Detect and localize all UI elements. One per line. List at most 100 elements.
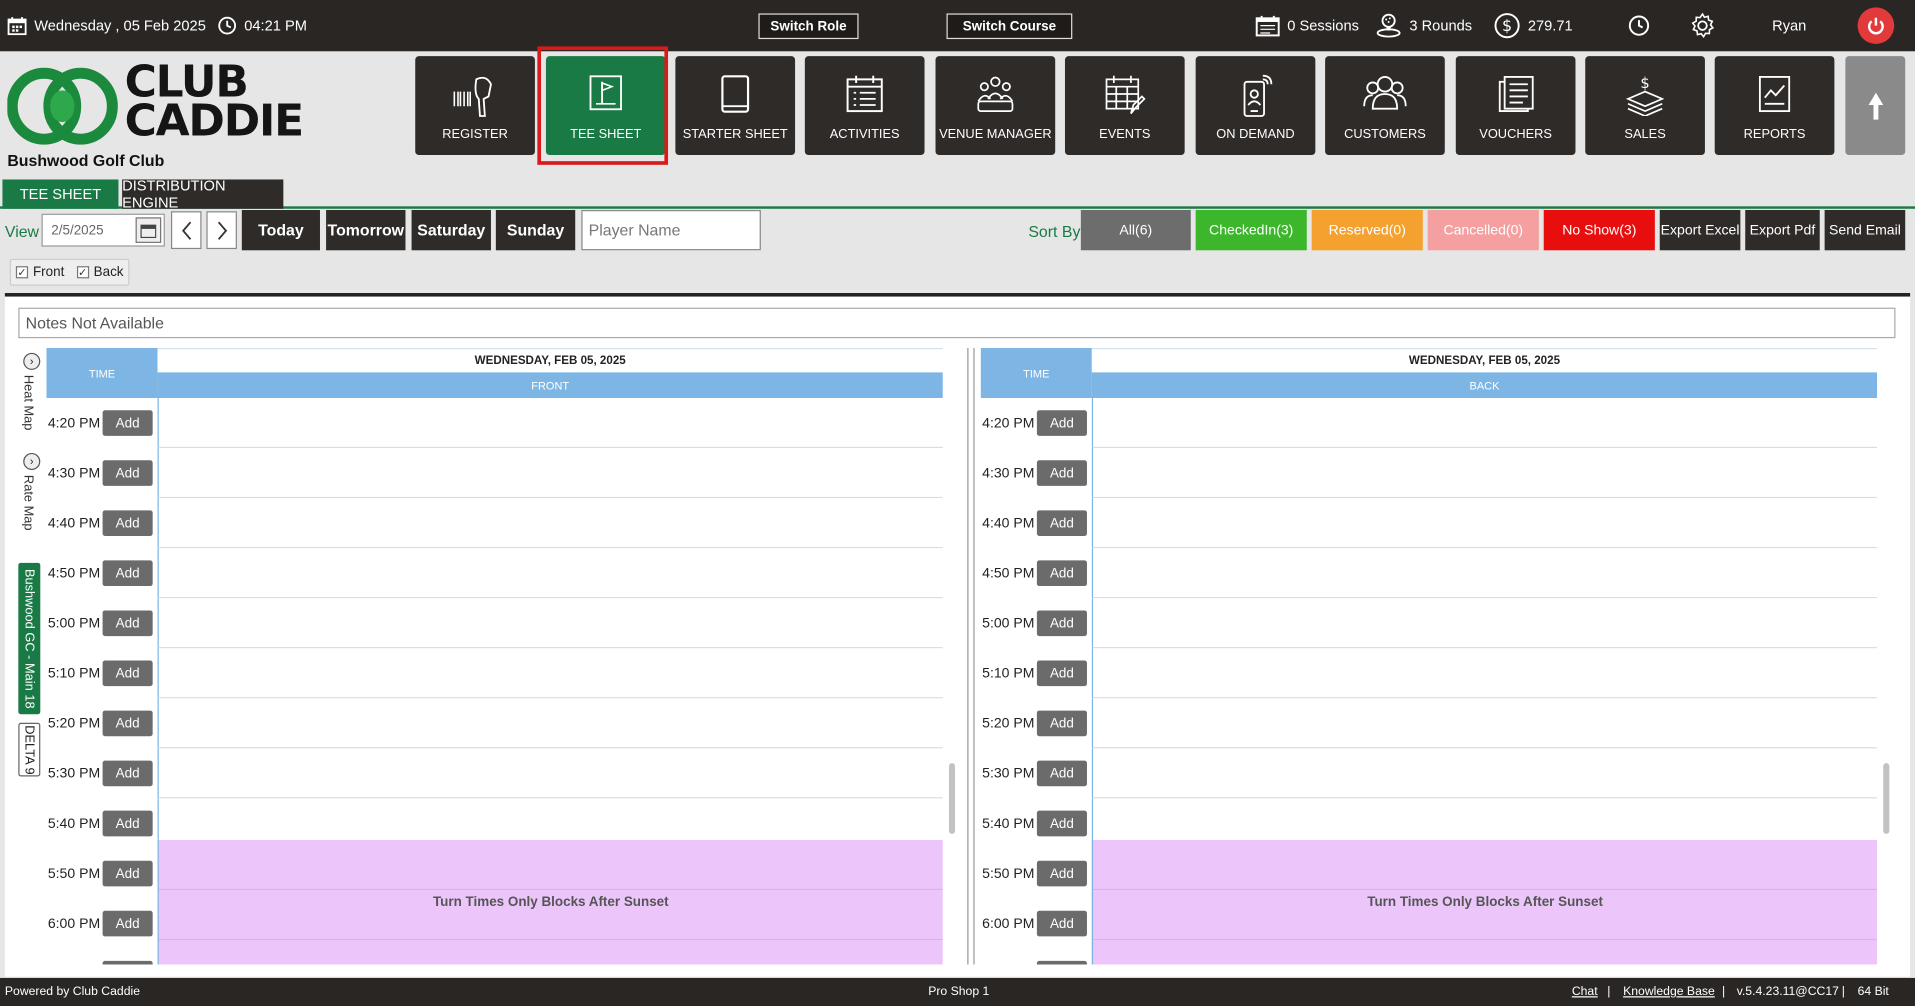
tee-time-label: 6:00 PM [47, 916, 101, 931]
sort-cancelled-button[interactable]: Cancelled(0) [1427, 209, 1539, 251]
nav-events[interactable]: EVENTS [1064, 56, 1185, 156]
add-booking-button[interactable]: Add [102, 860, 153, 887]
history-button[interactable] [1628, 0, 1650, 51]
add-booking-button[interactable]: Add [1036, 560, 1087, 587]
nav-tee-sheet[interactable]: TEE SHEET [545, 56, 666, 156]
tee-time-slot[interactable] [157, 498, 943, 549]
tee-time-slot[interactable] [157, 698, 943, 749]
date-field[interactable]: 2/5/2025 [41, 213, 165, 247]
nav-on-demand[interactable]: ON DEMAND [1195, 56, 1316, 156]
sunday-button[interactable]: Sunday [495, 209, 576, 251]
add-booking-button[interactable]: Add [1036, 410, 1087, 436]
nav-starter-sheet[interactable]: STARTER SHEET [675, 56, 796, 156]
rounds-indicator[interactable]: 3 Rounds [1375, 0, 1472, 51]
add-booking-button[interactable]: Add [102, 910, 153, 937]
tee-time-slot[interactable] [1091, 448, 1878, 499]
tee-time-label: 4:50 PM [982, 565, 1035, 581]
sessions-indicator[interactable]: 0 Sessions [1255, 0, 1359, 51]
sort-reserved-button[interactable]: Reserved(0) [1311, 209, 1423, 251]
add-booking-button[interactable]: Add [1036, 510, 1087, 536]
nav-venue-manager[interactable]: VENUE MANAGER [935, 56, 1056, 156]
add-booking-button[interactable]: Add [102, 810, 153, 837]
front-scrollbar[interactable] [948, 763, 956, 834]
back-checkbox[interactable]: ✓ [76, 265, 89, 279]
tee-time-slot[interactable] [157, 598, 943, 649]
tee-time-slot[interactable] [1091, 398, 1878, 449]
gear-icon [1691, 12, 1715, 38]
sort-all-button[interactable]: All(6) [1080, 209, 1191, 251]
add-booking-button[interactable]: Add [102, 760, 153, 787]
next-day-button[interactable] [206, 211, 237, 250]
tee-time-row: 5:30 PM Add [981, 748, 1878, 799]
tab-distribution-engine[interactable]: DISTRIBUTION ENGINE [122, 177, 284, 211]
send-email-button[interactable]: Send Email [1824, 209, 1906, 251]
tee-time-slot[interactable] [157, 448, 943, 499]
add-booking-button[interactable]: Add [102, 410, 153, 436]
arrow-up-icon [1867, 92, 1883, 120]
back-scrollbar[interactable] [1883, 763, 1890, 834]
tee-time-slot[interactable] [1091, 598, 1878, 649]
export-excel-button[interactable]: Export Excel [1659, 209, 1741, 251]
front-checkbox[interactable]: ✓ [15, 265, 29, 279]
add-booking-button[interactable]: Add [1036, 810, 1087, 837]
add-booking-button[interactable]: Add [1036, 660, 1087, 687]
add-booking-button[interactable]: Add [1036, 710, 1087, 737]
add-booking-button[interactable]: Add [1036, 610, 1087, 637]
heat-map-toggle[interactable]: › [23, 352, 41, 370]
tee-time-slot[interactable] [1091, 648, 1878, 699]
tee-time-slot[interactable] [1091, 498, 1878, 549]
switch-course-button[interactable]: Switch Course [946, 13, 1073, 40]
add-booking-button[interactable]: Add [102, 660, 153, 687]
tomorrow-button[interactable]: Tomorrow [326, 209, 406, 251]
tee-time-slot[interactable] [157, 548, 943, 599]
nav-customers[interactable]: CUSTOMERS [1325, 56, 1445, 156]
nav-register[interactable]: REGISTER [415, 56, 535, 156]
knowledge-base-link[interactable]: Knowledge Base [1623, 985, 1715, 999]
scroll-up-button[interactable] [1845, 56, 1906, 156]
sort-checkedin-button[interactable]: CheckedIn(3) [1195, 209, 1307, 251]
notes-field[interactable]: Notes Not Available [18, 307, 1896, 339]
date-picker-button[interactable] [135, 217, 162, 243]
tee-time-slot[interactable] [1091, 548, 1878, 599]
add-booking-button[interactable]: Add [102, 560, 153, 587]
add-booking-button[interactable]: Add [102, 710, 153, 737]
add-booking-button[interactable]: Add [1036, 760, 1087, 787]
course-tab-main[interactable]: Bushwood GC - Main 18 [18, 562, 41, 715]
version-text: v.5.4.23.11@CC17 [1736, 985, 1839, 999]
tee-time-slot[interactable] [157, 648, 943, 699]
tee-time-slot[interactable] [157, 748, 943, 799]
sort-no-show-button[interactable]: No Show(3) [1543, 209, 1655, 251]
add-booking-button[interactable]: Add [1036, 860, 1087, 887]
add-booking-button[interactable]: Add [102, 960, 153, 965]
user-menu[interactable]: Ryan [1772, 0, 1806, 51]
tee-time-slot[interactable] [1091, 698, 1878, 749]
add-booking-button[interactable]: Add [1036, 910, 1087, 937]
switch-role-button[interactable]: Switch Role [758, 13, 859, 40]
rate-map-label[interactable]: Rate Map [20, 474, 36, 531]
add-booking-button[interactable]: Add [1036, 960, 1087, 965]
player-name-input[interactable]: Player Name [581, 209, 761, 251]
nav-reports[interactable]: REPORTS [1714, 56, 1835, 156]
export-pdf-button[interactable]: Export Pdf [1745, 209, 1820, 251]
add-booking-button[interactable]: Add [102, 460, 153, 486]
nav-activities[interactable]: ACTIVITIES [804, 56, 925, 156]
logo-mark-icon [7, 67, 118, 145]
balance-indicator[interactable]: $ 279.71 [1494, 0, 1573, 51]
tab-tee-sheet[interactable]: TEE SHEET [2, 179, 119, 209]
tee-time-slot[interactable] [157, 398, 943, 449]
nav-sales[interactable]: $ SALES [1585, 56, 1705, 156]
heat-map-label[interactable]: Heat Map [20, 374, 36, 431]
logout-button[interactable] [1857, 7, 1895, 44]
saturday-button[interactable]: Saturday [411, 209, 491, 251]
add-booking-button[interactable]: Add [1036, 460, 1087, 486]
tee-time-slot[interactable] [1091, 748, 1878, 799]
add-booking-button[interactable]: Add [102, 610, 153, 637]
chat-link[interactable]: Chat [1571, 985, 1598, 999]
rate-map-toggle[interactable]: › [23, 452, 41, 471]
today-button[interactable]: Today [241, 209, 320, 251]
previous-day-button[interactable] [170, 211, 202, 250]
add-booking-button[interactable]: Add [102, 510, 153, 536]
nav-vouchers[interactable]: VOUCHERS [1455, 56, 1576, 156]
course-tab-delta[interactable]: DELTA 9 [18, 722, 41, 777]
settings-button[interactable] [1689, 0, 1716, 51]
